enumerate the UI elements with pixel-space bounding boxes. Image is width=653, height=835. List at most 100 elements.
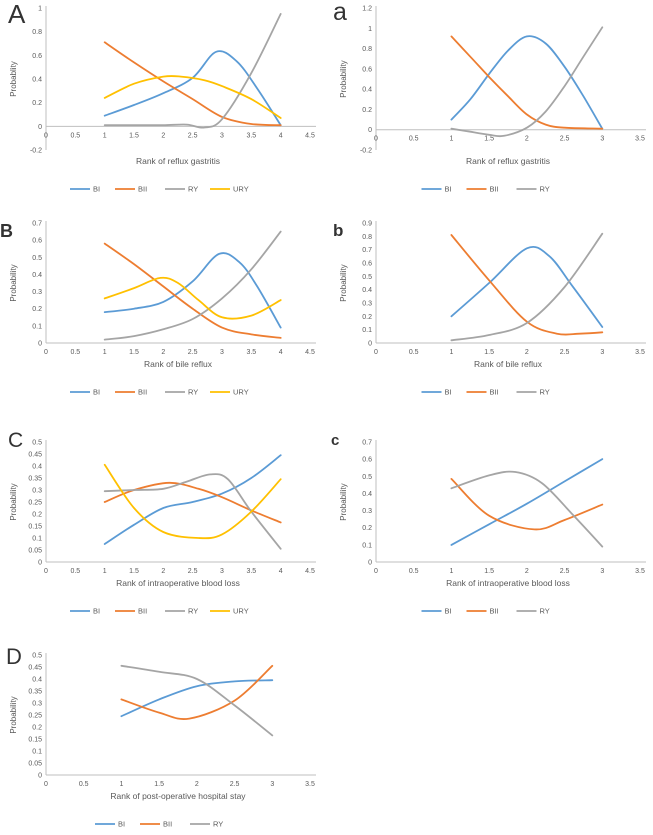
x-tick-label: 2 — [161, 349, 165, 356]
x-tick-label: 2 — [525, 136, 529, 143]
x-tick-label: 1.5 — [484, 136, 494, 143]
y-tick-label: 0.4 — [362, 491, 372, 498]
legend-label-RY: RY — [540, 388, 550, 397]
y-tick-label: 0.2 — [32, 306, 42, 313]
y-axis-title: Probability — [339, 60, 348, 97]
series-URY-line — [103, 276, 282, 320]
chart-C-x-ticks: 0 0.5 1 1.5 2 2.5 3 3.5 4 4.5 — [44, 568, 315, 575]
x-tick-label: 4.5 — [305, 349, 315, 356]
y-tick-label: 0.4 — [32, 464, 42, 471]
legend-item-BII: BII — [115, 388, 147, 397]
series-BI-line — [103, 252, 282, 329]
panel-letter-C: C — [8, 429, 24, 452]
series-RY-line — [103, 13, 282, 129]
x-tick-label: 1 — [449, 349, 453, 356]
y-tick-label: 0 — [368, 341, 372, 348]
series-BI-line — [103, 454, 282, 545]
y-axis-title: Probability — [9, 696, 18, 733]
y-tick-label: 0.1 — [32, 536, 42, 543]
x-tick-label: 3.5 — [305, 781, 315, 788]
y-tick-label: 0.2 — [32, 512, 42, 519]
chart-c-legend: BI BII RY — [421, 607, 550, 616]
y-tick-label: 0.3 — [362, 508, 372, 515]
legend-item-BI: BI — [421, 607, 452, 616]
chart-D-y-ticks: 0 0.05 0.1 0.15 0.2 0.25 0.3 0.35 0.4 0.45 0.5 — [28, 653, 42, 780]
chart-D-post-operative-hospital-stay: 0 0.05 0.1 0.15 0.2 0.25 0.3 0.35 0.4 0.45 0.5 0 0.5… — [9, 653, 316, 829]
series-RY-line — [120, 664, 274, 737]
y-tick-label: 0.2 — [32, 100, 42, 107]
legend-label-BI: BI — [445, 388, 452, 397]
y-tick-label: 0.8 — [32, 29, 42, 36]
chart-B-series — [103, 230, 282, 341]
y-tick-label: 0.8 — [362, 234, 372, 241]
x-tick-label: 2 — [525, 568, 529, 575]
series-RY-line — [103, 473, 282, 550]
x-tick-label: 1 — [449, 136, 453, 143]
x-tick-label: 2.5 — [188, 349, 198, 356]
x-axis-title: Rank of bile reflux — [474, 359, 543, 369]
chart-b-legend: BI BII RY — [421, 388, 550, 397]
chart-D-series — [120, 664, 274, 737]
x-tick-label: 0 — [44, 349, 48, 356]
y-tick-label: -0.2 — [360, 148, 372, 155]
panel-letter-D: D — [6, 644, 22, 669]
legend-label-URY: URY — [233, 185, 249, 194]
x-tick-label: 4 — [279, 132, 283, 139]
chart-C-series — [103, 454, 282, 550]
legend-label-BII: BII — [138, 388, 147, 397]
y-axis-title: Probability — [339, 483, 348, 520]
x-tick-label: 3 — [600, 136, 604, 143]
series-BII-line — [120, 664, 274, 720]
chart-a-reflux-gastritis: -0.200.20.40.60.811.20 0.5 1 1.5 2 2.5 3 3.5Pro… — [339, 6, 646, 194]
x-tick-label: 3.5 — [635, 568, 645, 575]
panel-D: D 0 0.05 0.1 0.15 0.2 0.25 0.3 0.35 0.4 0.45 0.5 0 0… — [0, 628, 326, 835]
x-tick-label: 0.5 — [79, 781, 89, 788]
x-tick-label: 1 — [103, 349, 107, 356]
panel-letter-b: b — [333, 221, 344, 240]
legend-label-BI: BI — [93, 607, 100, 616]
x-tick-label: 2.5 — [230, 781, 240, 788]
legend-label-RY: RY — [540, 185, 550, 194]
chart-C-axes — [45, 440, 316, 563]
x-tick-label: 0 — [44, 132, 48, 139]
y-tick-label: 0.15 — [28, 737, 42, 744]
chart-a-axes — [375, 6, 646, 150]
legend-item-URY: URY — [210, 388, 249, 397]
legend-item-BII: BII — [466, 607, 499, 616]
y-axis-title: Probability — [339, 264, 348, 301]
y-tick-label: 0.05 — [28, 761, 42, 768]
chart-b-bile-reflux: 0 0.1 0.2 0.3 0.4 0.5 0.6 0.7 0.8 0.9 0 0.5 1 1.5 2 2.5… — [339, 221, 646, 397]
chart-A-x-ticks: 0 0.5 1 1.5 2 2.5 3 3.5 4 4.5 — [44, 132, 315, 139]
y-tick-label: 0.7 — [362, 440, 372, 447]
y-tick-label: 0.4 — [32, 677, 42, 684]
chart-A-axes — [45, 6, 316, 150]
y-tick-label: 0.3 — [32, 488, 42, 495]
chart-b-series — [450, 232, 604, 342]
chart-b-axes — [375, 221, 646, 344]
y-tick-label: 0.5 — [32, 255, 42, 262]
chart-A-series — [103, 13, 282, 129]
x-tick-label: 1 — [103, 132, 107, 139]
y-tick-label: 0.1 — [32, 749, 42, 756]
y-tick-label: 0.35 — [28, 476, 42, 483]
x-tick-label: 3.5 — [246, 568, 256, 575]
y-tick-label: 0.1 — [32, 323, 42, 330]
legend-item-RY: RY — [165, 388, 198, 397]
chart-a-x-ticks: 0 0.5 1 1.5 2 2.5 3 3.5 — [374, 136, 645, 143]
chart-b-y-ticks: 0 0.1 0.2 0.3 0.4 0.5 0.6 0.7 0.8 0.9 — [362, 221, 372, 348]
x-tick-label: 4 — [279, 568, 283, 575]
x-tick-label: 0.5 — [409, 349, 419, 356]
chart-C-legend: BI BII RY URY — [70, 607, 249, 616]
y-tick-label: 0.25 — [28, 713, 42, 720]
y-tick-label: 0.6 — [362, 66, 372, 73]
chart-c-axes — [375, 440, 646, 563]
x-tick-label: 0.5 — [409, 136, 419, 143]
y-tick-label: 0.2 — [362, 314, 372, 321]
y-tick-label: 0.3 — [362, 301, 372, 308]
chart-a-series — [450, 26, 604, 138]
y-tick-label: 0.1 — [362, 542, 372, 549]
chart-B-y-ticks: 0 0.1 0.2 0.3 0.4 0.5 0.6 0.7 — [32, 221, 42, 348]
chart-D-x-ticks: 0 0.5 1 1.5 2 2.5 3 3.5 — [44, 781, 315, 788]
legend-item-RY: RY — [516, 388, 550, 397]
y-tick-label: -0.2 — [30, 148, 42, 155]
